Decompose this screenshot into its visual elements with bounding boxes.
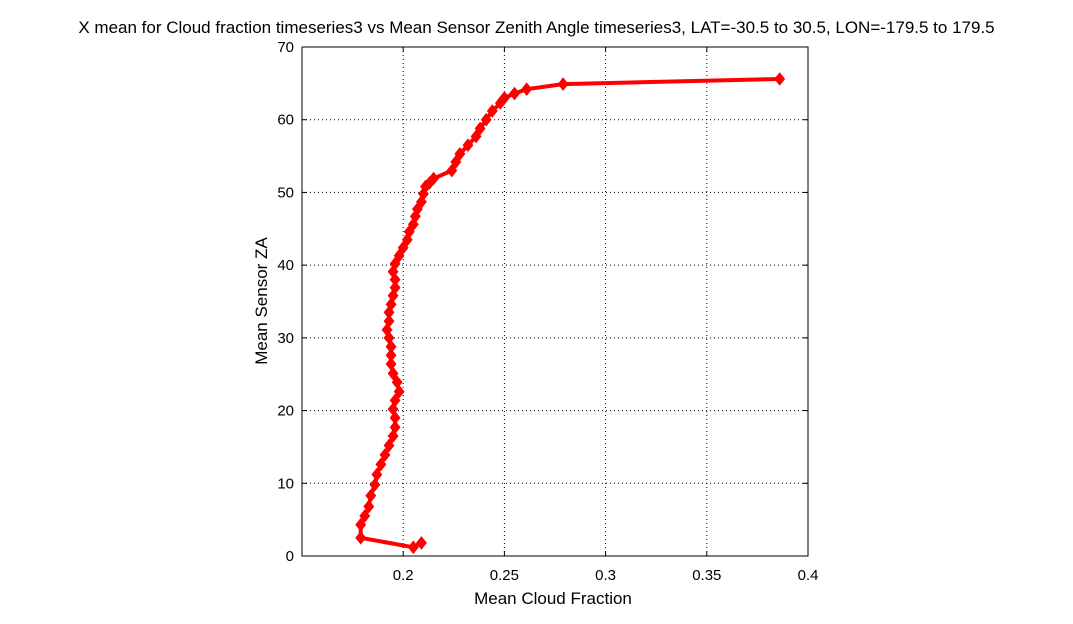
data-point-marker xyxy=(407,540,419,555)
data-layer xyxy=(355,72,786,555)
data-point-marker xyxy=(391,375,403,390)
y-tick-label: 10 xyxy=(277,475,294,492)
data-point-marker xyxy=(474,121,486,136)
data-point-marker xyxy=(387,366,399,381)
data-point-marker xyxy=(486,104,498,118)
data-point-marker xyxy=(379,448,391,462)
data-point-marker xyxy=(387,264,399,279)
data-point-marker xyxy=(454,147,466,161)
data-point-marker xyxy=(393,248,405,263)
x-tick-label: 0.3 xyxy=(595,567,616,584)
data-point-marker xyxy=(389,420,401,435)
data-point-marker xyxy=(375,457,387,472)
x-axis-label: Mean Cloud Fraction xyxy=(474,589,632,608)
plot-area xyxy=(302,47,808,556)
data-point-marker xyxy=(383,314,395,328)
data-point-marker xyxy=(415,195,427,209)
data-point-marker xyxy=(450,155,462,169)
data-point-marker xyxy=(446,163,458,178)
data-point-marker xyxy=(365,488,377,503)
data-point-marker xyxy=(393,384,405,399)
y-axis-label: Mean Sensor ZA xyxy=(252,237,271,365)
data-point-marker xyxy=(383,331,395,345)
data-point-marker xyxy=(521,82,533,96)
data-point-marker xyxy=(415,536,427,550)
data-point-marker xyxy=(381,323,393,337)
data-point-marker xyxy=(774,72,786,86)
data-point-marker xyxy=(385,357,397,371)
plot-frame xyxy=(301,46,809,557)
data-point-marker xyxy=(387,288,399,303)
x-tick-label: 0.25 xyxy=(490,567,519,584)
data-point-marker xyxy=(480,112,492,127)
y-tick-label: 70 xyxy=(277,39,294,56)
data-point-marker xyxy=(359,509,371,523)
y-tick-label: 0 xyxy=(286,548,294,565)
chart-title: X mean for Cloud fraction timeseries3 vs… xyxy=(78,18,995,37)
y-tick-label: 20 xyxy=(277,403,294,420)
data-point-marker xyxy=(389,411,401,425)
y-tick-label: 60 xyxy=(277,112,294,129)
data-point-marker xyxy=(355,531,367,545)
data-point-marker xyxy=(387,429,399,443)
data-point-marker xyxy=(401,232,413,247)
data-point-marker xyxy=(371,467,383,482)
data-point-marker xyxy=(363,499,375,514)
data-point-marker xyxy=(557,77,569,91)
data-point-marker xyxy=(383,438,395,453)
data-point-marker xyxy=(387,402,399,416)
data-point-marker xyxy=(389,280,401,295)
data-point-marker xyxy=(462,138,474,152)
data-point-marker xyxy=(397,240,409,255)
data-point-marker xyxy=(470,129,482,144)
x-tick-label: 0.2 xyxy=(393,567,414,584)
x-tick-label: 0.4 xyxy=(798,567,819,584)
y-tick-label: 30 xyxy=(277,330,294,347)
data-point-marker xyxy=(428,171,440,186)
x-tick-label: 0.35 xyxy=(692,567,721,584)
y-tick-label: 40 xyxy=(277,257,294,274)
data-point-marker xyxy=(385,348,397,363)
data-point-marker xyxy=(389,256,401,271)
data-point-marker xyxy=(355,517,367,532)
data-point-marker xyxy=(509,86,520,101)
data-point-marker xyxy=(389,393,401,408)
data-point-marker xyxy=(369,477,381,492)
data-point-marker xyxy=(498,91,510,105)
y-tick-label: 50 xyxy=(277,184,294,201)
data-point-marker xyxy=(389,272,401,287)
axis-ticks: 0.2 0.25 0.3 0.35 0.4 0 10 20 30 40 50 60 70 xyxy=(277,39,818,584)
